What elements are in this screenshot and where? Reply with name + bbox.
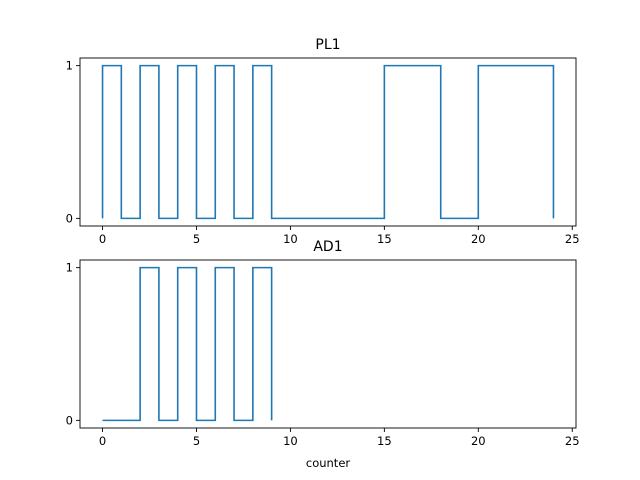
subplot-title: AD1 — [313, 239, 342, 255]
x-tick-label: 15 — [377, 232, 392, 246]
y-tick-label: 1 — [66, 59, 73, 73]
y-tick-label: 0 — [66, 211, 73, 225]
x-tick-label: 20 — [471, 434, 486, 448]
y-tick-label: 1 — [66, 261, 73, 275]
subplot-title: PL1 — [315, 37, 340, 53]
x-tick-label: 25 — [565, 434, 580, 448]
x-tick-label: 10 — [283, 232, 298, 246]
x-tick-label: 5 — [193, 232, 200, 246]
x-tick-label: 0 — [99, 232, 106, 246]
y-tick-label: 0 — [66, 413, 73, 427]
x-tick-label: 5 — [193, 434, 200, 448]
x-tick-label: 15 — [377, 434, 392, 448]
x-tick-label: 25 — [565, 232, 580, 246]
x-tick-label: 0 — [99, 434, 106, 448]
x-tick-label: 20 — [471, 232, 486, 246]
x-tick-label: 10 — [283, 434, 298, 448]
x-axis-label: counter — [306, 456, 351, 470]
